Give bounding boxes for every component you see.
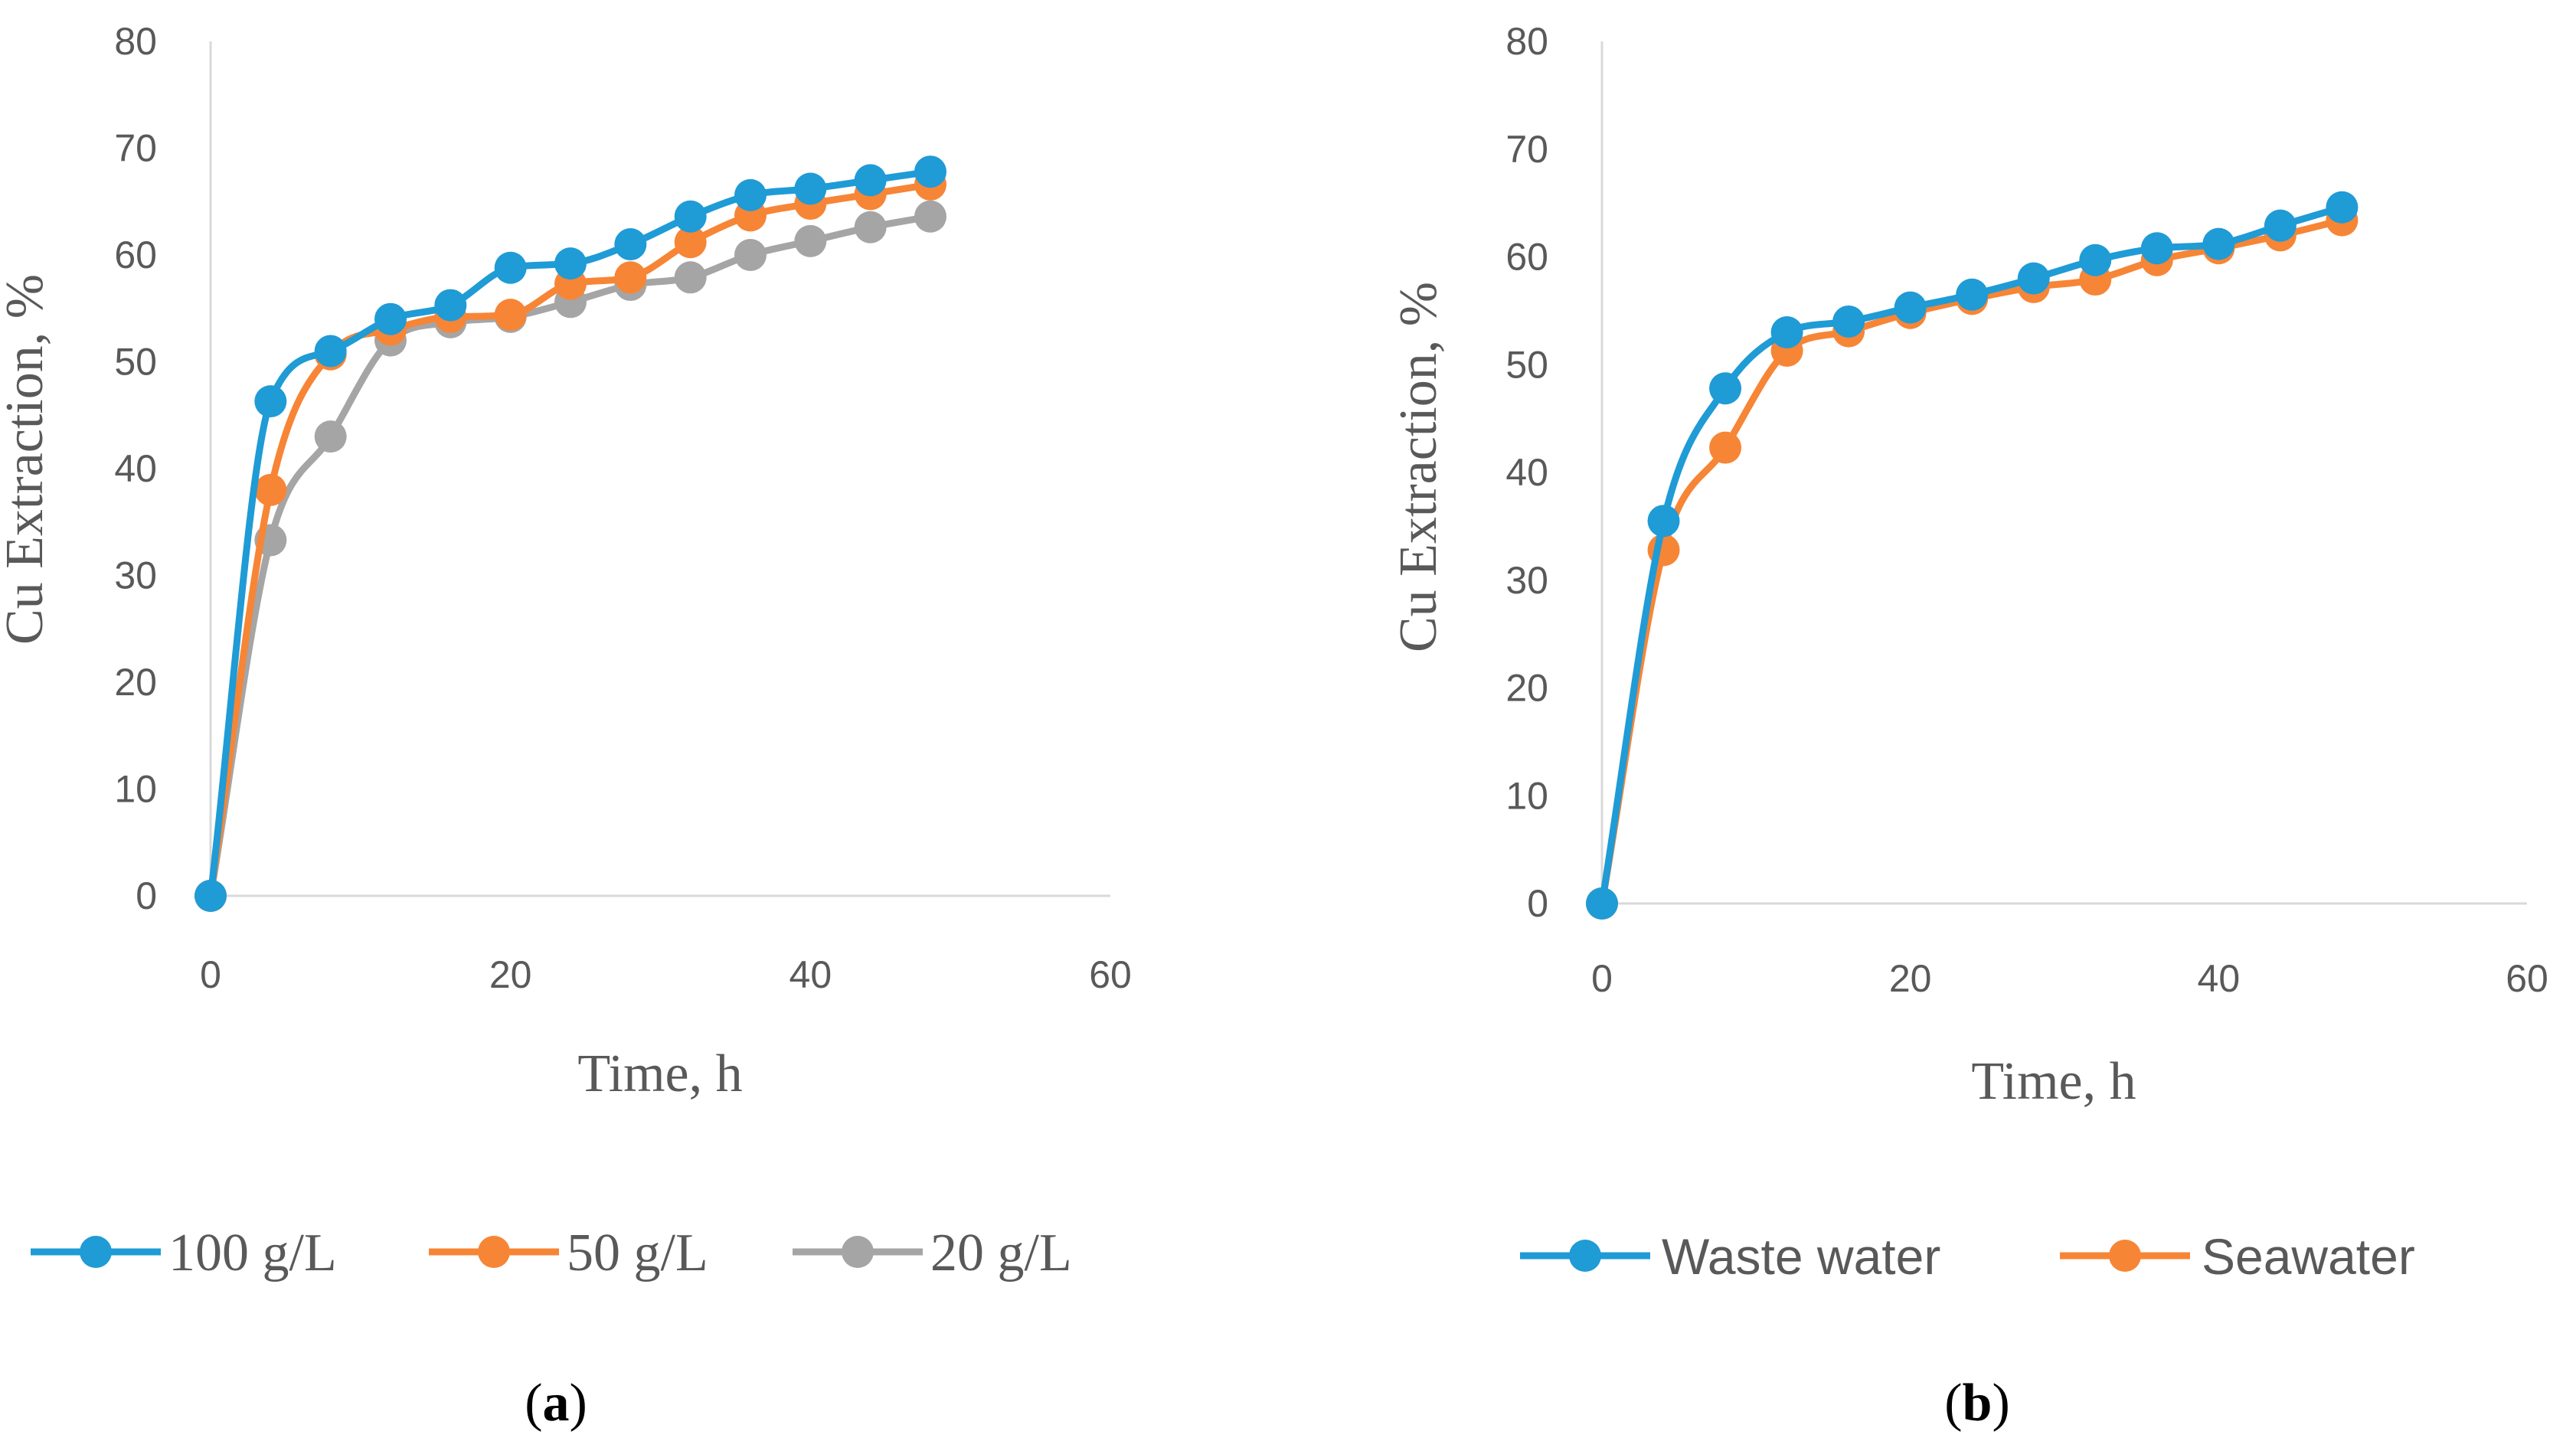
legend-marker (1569, 1240, 1601, 1272)
data-point (2140, 232, 2173, 265)
series-line-3 (207, 213, 934, 900)
caption-letter: b (1963, 1374, 1992, 1433)
data-point (794, 172, 827, 205)
data-point (1770, 316, 1803, 349)
data-point (1709, 372, 1742, 405)
caption-open: ( (525, 1374, 542, 1433)
data-point (734, 239, 767, 271)
legend-item: 20 g/L (793, 1224, 1072, 1283)
y-axis-title: Cu Extraction, % (0, 274, 54, 645)
panel-caption: (a) (525, 1374, 587, 1433)
y-tick-label: 10 (1505, 774, 1548, 817)
data-point (374, 302, 407, 335)
y-tick-label: 30 (114, 554, 157, 597)
data-point (434, 289, 467, 322)
legend-marker (478, 1236, 510, 1268)
y-tick-label: 70 (1505, 128, 1548, 171)
caption-open: ( (1944, 1374, 1962, 1433)
data-point (914, 200, 946, 233)
data-point (494, 251, 527, 284)
data-point (195, 880, 227, 912)
legend-item: 100 g/L (31, 1224, 337, 1283)
y-tick-label: 70 (114, 127, 157, 170)
y-tick-label: 30 (1505, 559, 1548, 602)
caption-close: ) (570, 1374, 587, 1433)
series-line-2 (1598, 217, 2346, 907)
panel-caption: (b) (1944, 1374, 2010, 1433)
data-point (1647, 505, 1680, 538)
data-point (254, 473, 287, 506)
legend-label: Seawater (2202, 1228, 2415, 1285)
x-axis-title: Time, h (1971, 1052, 2136, 1111)
data-point (2264, 209, 2296, 242)
x-tick-label: 0 (1591, 957, 1613, 1000)
data-point (614, 261, 647, 294)
y-tick-label: 0 (136, 874, 157, 917)
data-point (2079, 243, 2112, 276)
data-point (1832, 305, 1865, 338)
data-point (314, 420, 347, 453)
y-tick-label: 60 (114, 234, 157, 276)
y-tick-label: 10 (114, 768, 157, 811)
chart-panel-a: 0 10 20 30 40 50 60 70 80 0 20 40 60 Time, h Cu Extrac… (0, 20, 1132, 1433)
legend-marker (842, 1236, 874, 1268)
legend-label: 20 g/L (930, 1224, 1072, 1283)
data-point (314, 335, 347, 368)
data-point (254, 385, 287, 418)
x-tick-label: 40 (789, 953, 832, 996)
chart-panel-b: 0 10 20 30 40 50 60 70 80 0 20 40 60 Time, h Cu Extrac… (1389, 20, 2548, 1433)
y-tick-label: 40 (114, 447, 157, 490)
legend-label: 50 g/L (567, 1224, 708, 1283)
data-point (2202, 227, 2235, 260)
y-tick-label: 50 (1505, 343, 1548, 386)
data-point (854, 164, 887, 197)
y-axis-title: Cu Extraction, % (1389, 282, 1448, 652)
legend-label: Waste water (1662, 1228, 1940, 1285)
data-point (674, 226, 707, 259)
y-tick-label: 40 (1505, 451, 1548, 494)
caption-letter: a (543, 1374, 570, 1433)
data-point (794, 224, 827, 257)
x-tick-label: 60 (2506, 957, 2548, 1000)
y-tick-label: 80 (114, 20, 157, 63)
y-tick-label: 60 (1505, 236, 1548, 279)
data-point (1894, 291, 1927, 324)
data-point (2326, 191, 2359, 224)
y-tick-label: 50 (114, 341, 157, 384)
x-tick-label: 60 (1089, 953, 1132, 996)
y-tick-label: 80 (1505, 20, 1548, 63)
x-tick-label: 20 (1889, 957, 1932, 1000)
x-tick-label: 40 (2198, 957, 2241, 1000)
data-point (614, 228, 647, 261)
caption-close: ) (1992, 1374, 2009, 1433)
data-point (674, 261, 707, 294)
data-point (494, 299, 527, 332)
legend-item: 50 g/L (429, 1224, 708, 1283)
data-point (734, 178, 767, 211)
data-point (914, 155, 946, 188)
x-tick-label: 20 (489, 953, 532, 996)
data-point (1586, 887, 1618, 920)
data-point (2017, 262, 2050, 295)
data-point (1709, 431, 1742, 464)
legend-item: Waste water (1520, 1228, 1940, 1285)
x-tick-label: 0 (200, 953, 221, 996)
y-tick-label: 20 (1505, 667, 1548, 710)
y-tick-label: 20 (114, 661, 157, 704)
y-tick-label: 0 (1527, 882, 1548, 925)
x-axis-title: Time, h (577, 1044, 742, 1103)
legend-marker (2109, 1240, 2141, 1272)
data-point (1956, 278, 1989, 311)
data-point (674, 200, 707, 233)
data-point (554, 247, 587, 280)
legend-item: Seawater (2060, 1228, 2415, 1285)
legend-label: 100 g/L (168, 1224, 337, 1283)
data-point (854, 211, 887, 243)
legend-marker (80, 1236, 112, 1268)
